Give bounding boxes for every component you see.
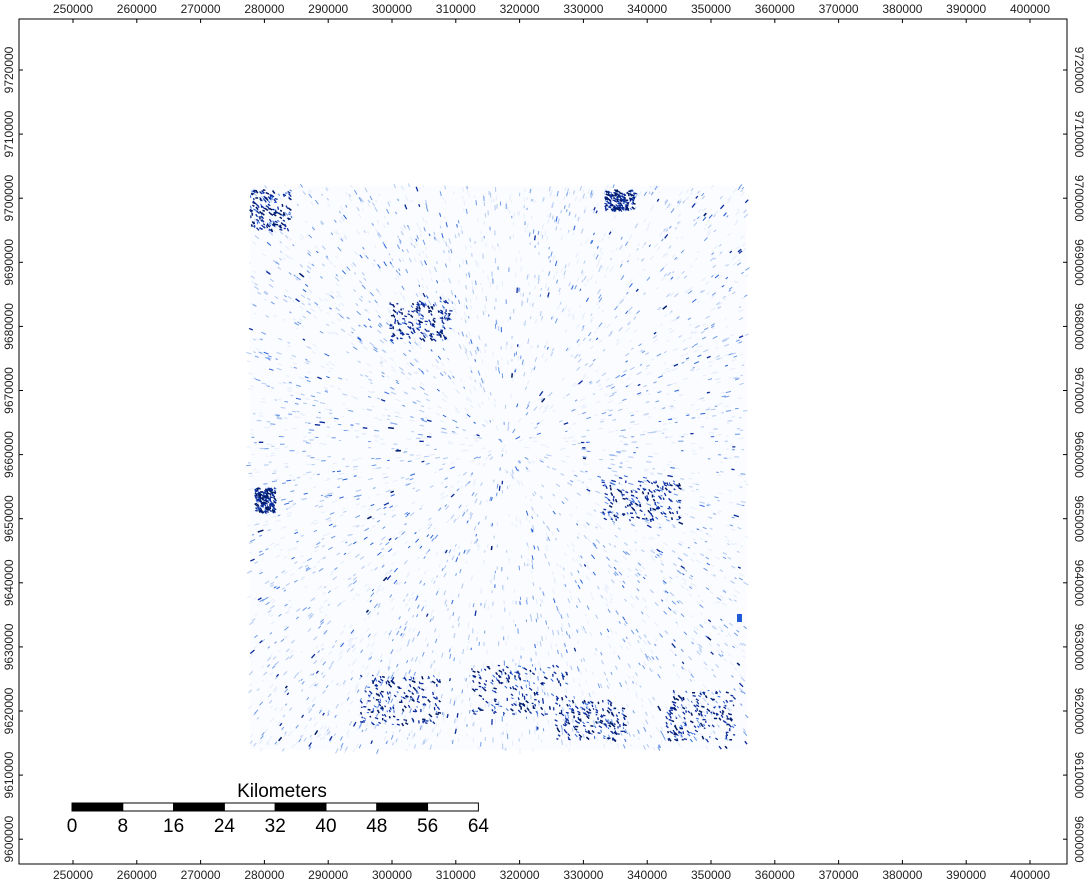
x-tick-label-bottom: 270000 xyxy=(181,868,221,882)
y-tick-label-left: 9600000 xyxy=(2,816,16,863)
scale-bar-label: 0 xyxy=(67,816,78,837)
x-tick-label-bottom: 350000 xyxy=(691,868,731,882)
y-tick-label-left: 9670000 xyxy=(2,367,16,414)
scale-bar-segment xyxy=(274,802,327,812)
y-tick-label-right: 9700000 xyxy=(1072,175,1086,222)
y-tick-label-left: 9660000 xyxy=(2,431,16,478)
y-tick-label-right: 9680000 xyxy=(1072,303,1086,350)
y-tick-label-right: 9710000 xyxy=(1072,111,1086,158)
y-tick-label-left: 9700000 xyxy=(2,175,16,222)
scale-bar-label: 24 xyxy=(214,816,236,837)
scale-bar-segment xyxy=(122,802,175,812)
raster-layer xyxy=(246,183,750,754)
scale-bar-label: 64 xyxy=(468,816,490,837)
scale-bar-segments xyxy=(71,802,479,812)
x-tick-label-top: 300000 xyxy=(372,2,412,16)
x-tick-label-bottom: 300000 xyxy=(372,868,412,882)
scale-bar-label: 16 xyxy=(163,816,184,837)
y-tick-label-left: 9630000 xyxy=(2,623,16,670)
x-tick-label-bottom: 360000 xyxy=(755,868,795,882)
scale-bar-label: 40 xyxy=(315,816,336,837)
x-tick-label-bottom: 340000 xyxy=(627,868,667,882)
y-tick-label-right: 9600000 xyxy=(1072,816,1086,863)
x-tick-label-top: 370000 xyxy=(819,2,859,16)
right-axis: 9720000 9710000 9700000 9690000 9680000 96700… xyxy=(1063,47,1086,863)
scale-bar-segment xyxy=(223,802,276,812)
x-tick-label-bottom: 250000 xyxy=(53,868,93,882)
scale-bar: Kilometers 0 8 16 24 32 40 48 56 64 xyxy=(67,781,490,837)
x-tick-label-top: 380000 xyxy=(882,2,922,16)
y-tick-label-right: 9610000 xyxy=(1072,752,1086,799)
x-tick-label-top: 290000 xyxy=(308,2,348,16)
scale-bar-label: 56 xyxy=(417,816,438,837)
y-tick-label-right: 9690000 xyxy=(1072,239,1086,286)
y-tick-label-left: 9640000 xyxy=(2,559,16,606)
x-tick-label-top: 350000 xyxy=(691,2,731,16)
y-tick-label-left: 9680000 xyxy=(2,303,16,350)
y-tick-label-left: 9650000 xyxy=(2,495,16,542)
raster-extent xyxy=(250,186,746,750)
x-tick-label-bottom: 390000 xyxy=(946,868,986,882)
x-tick-label-top: 310000 xyxy=(436,2,476,16)
scale-bar-segment xyxy=(71,802,124,812)
scale-bar-label: 32 xyxy=(265,816,286,837)
scale-bar-label: 8 xyxy=(118,816,129,837)
scale-bar-segment xyxy=(376,802,429,812)
left-axis: 9720000 9710000 9700000 9690000 9680000 96700… xyxy=(2,46,23,863)
y-tick-label-right: 9650000 xyxy=(1072,495,1086,542)
x-tick-label-top: 400000 xyxy=(1010,2,1050,16)
y-tick-label-right: 9640000 xyxy=(1072,559,1086,606)
y-tick-label-left: 9620000 xyxy=(2,687,16,734)
y-tick-label-right: 9660000 xyxy=(1072,431,1086,478)
x-tick-label-top: 340000 xyxy=(627,2,667,16)
y-tick-label-left: 9610000 xyxy=(2,751,16,798)
x-tick-label-top: 320000 xyxy=(500,2,540,16)
scale-bar-labels: 0 8 16 24 32 40 48 56 64 xyxy=(67,816,490,837)
x-tick-label-bottom: 370000 xyxy=(819,868,859,882)
bottom-axis: 250000 260000 270000 280000 290000 300000 3100… xyxy=(53,860,1050,882)
x-tick-label-top: 260000 xyxy=(117,2,157,16)
x-tick-label-bottom: 400000 xyxy=(1010,868,1050,882)
x-tick-label-top: 280000 xyxy=(244,2,284,16)
raster-class-5 xyxy=(249,189,741,750)
x-tick-label-bottom: 320000 xyxy=(500,868,540,882)
scale-bar-title: Kilometers xyxy=(237,781,327,802)
y-tick-label-left: 9710000 xyxy=(2,110,16,157)
top-axis: 250000 260000 270000 280000 290000 300000 3100… xyxy=(53,2,1050,23)
x-tick-label-bottom: 260000 xyxy=(117,868,157,882)
scale-bar-segment xyxy=(325,802,378,812)
y-tick-label-right: 9720000 xyxy=(1072,47,1086,94)
y-tick-label-right: 9630000 xyxy=(1072,624,1086,671)
neatline-frame xyxy=(18,18,1068,865)
x-tick-label-bottom: 310000 xyxy=(436,868,476,882)
x-tick-label-top: 250000 xyxy=(53,2,93,16)
x-tick-label-top: 330000 xyxy=(563,2,603,16)
y-tick-label-right: 9670000 xyxy=(1072,367,1086,414)
x-tick-label-top: 390000 xyxy=(946,2,986,16)
y-tick-label-left: 9690000 xyxy=(2,239,16,286)
x-tick-label-top: 270000 xyxy=(181,2,221,16)
scale-bar-segment xyxy=(427,802,479,812)
scale-bar-segment xyxy=(173,802,225,812)
y-tick-label-left: 9720000 xyxy=(2,46,16,93)
x-tick-label-bottom: 330000 xyxy=(563,868,603,882)
raster-hotspot xyxy=(737,614,742,622)
x-tick-label-bottom: 280000 xyxy=(244,868,284,882)
scale-bar-label: 48 xyxy=(366,816,387,837)
x-tick-label-bottom: 380000 xyxy=(882,868,922,882)
raster-class-2 xyxy=(246,183,750,754)
x-tick-label-top: 360000 xyxy=(755,2,795,16)
x-tick-label-bottom: 290000 xyxy=(308,868,348,882)
y-tick-label-right: 9620000 xyxy=(1072,688,1086,735)
